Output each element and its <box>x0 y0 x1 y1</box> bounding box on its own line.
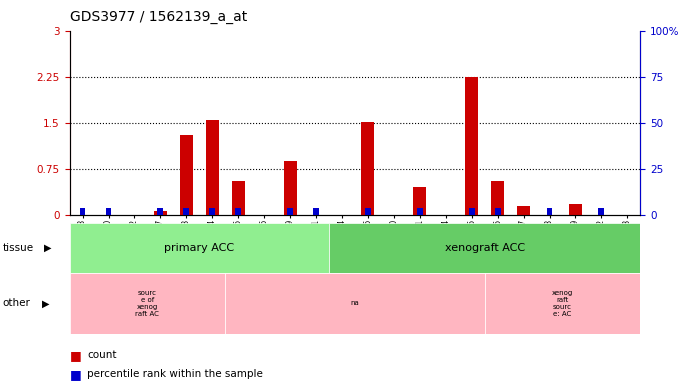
Bar <box>484 273 640 334</box>
Bar <box>469 208 475 215</box>
Text: ■: ■ <box>70 349 81 362</box>
Bar <box>491 181 504 215</box>
Bar <box>313 208 319 215</box>
Text: primary ACC: primary ACC <box>164 243 235 253</box>
Bar <box>184 208 189 215</box>
Bar <box>209 208 215 215</box>
Bar <box>79 208 86 215</box>
Text: xenog
raft
sourc
e: AC: xenog raft sourc e: AC <box>552 290 573 317</box>
Bar <box>235 208 241 215</box>
Text: other: other <box>3 298 31 308</box>
Bar <box>569 204 582 215</box>
Text: xenograft ACC: xenograft ACC <box>445 243 525 253</box>
Bar <box>154 211 167 215</box>
Text: ▶: ▶ <box>42 298 49 308</box>
Bar <box>329 223 640 273</box>
Bar <box>365 208 371 215</box>
Bar <box>226 273 484 334</box>
Bar <box>495 208 500 215</box>
Text: count: count <box>87 350 116 360</box>
Text: GDS3977 / 1562139_a_at: GDS3977 / 1562139_a_at <box>70 10 247 23</box>
Bar <box>157 208 164 215</box>
Bar <box>287 208 293 215</box>
Bar <box>206 120 219 215</box>
Bar <box>465 77 478 215</box>
Bar <box>599 208 604 215</box>
Text: ■: ■ <box>70 368 81 381</box>
Bar <box>180 135 193 215</box>
Text: percentile rank within the sample: percentile rank within the sample <box>87 369 263 379</box>
Bar <box>284 161 296 215</box>
Text: tissue: tissue <box>3 243 34 253</box>
Bar <box>70 273 226 334</box>
Bar <box>361 122 374 215</box>
Bar <box>413 187 426 215</box>
Bar <box>546 208 553 215</box>
Bar <box>232 181 245 215</box>
Text: ▶: ▶ <box>44 243 52 253</box>
Text: na: na <box>351 300 359 306</box>
Text: sourc
e of
xenog
raft AC: sourc e of xenog raft AC <box>136 290 159 317</box>
Bar <box>417 208 422 215</box>
Bar <box>517 206 530 215</box>
Bar <box>106 208 111 215</box>
Bar <box>70 223 329 273</box>
